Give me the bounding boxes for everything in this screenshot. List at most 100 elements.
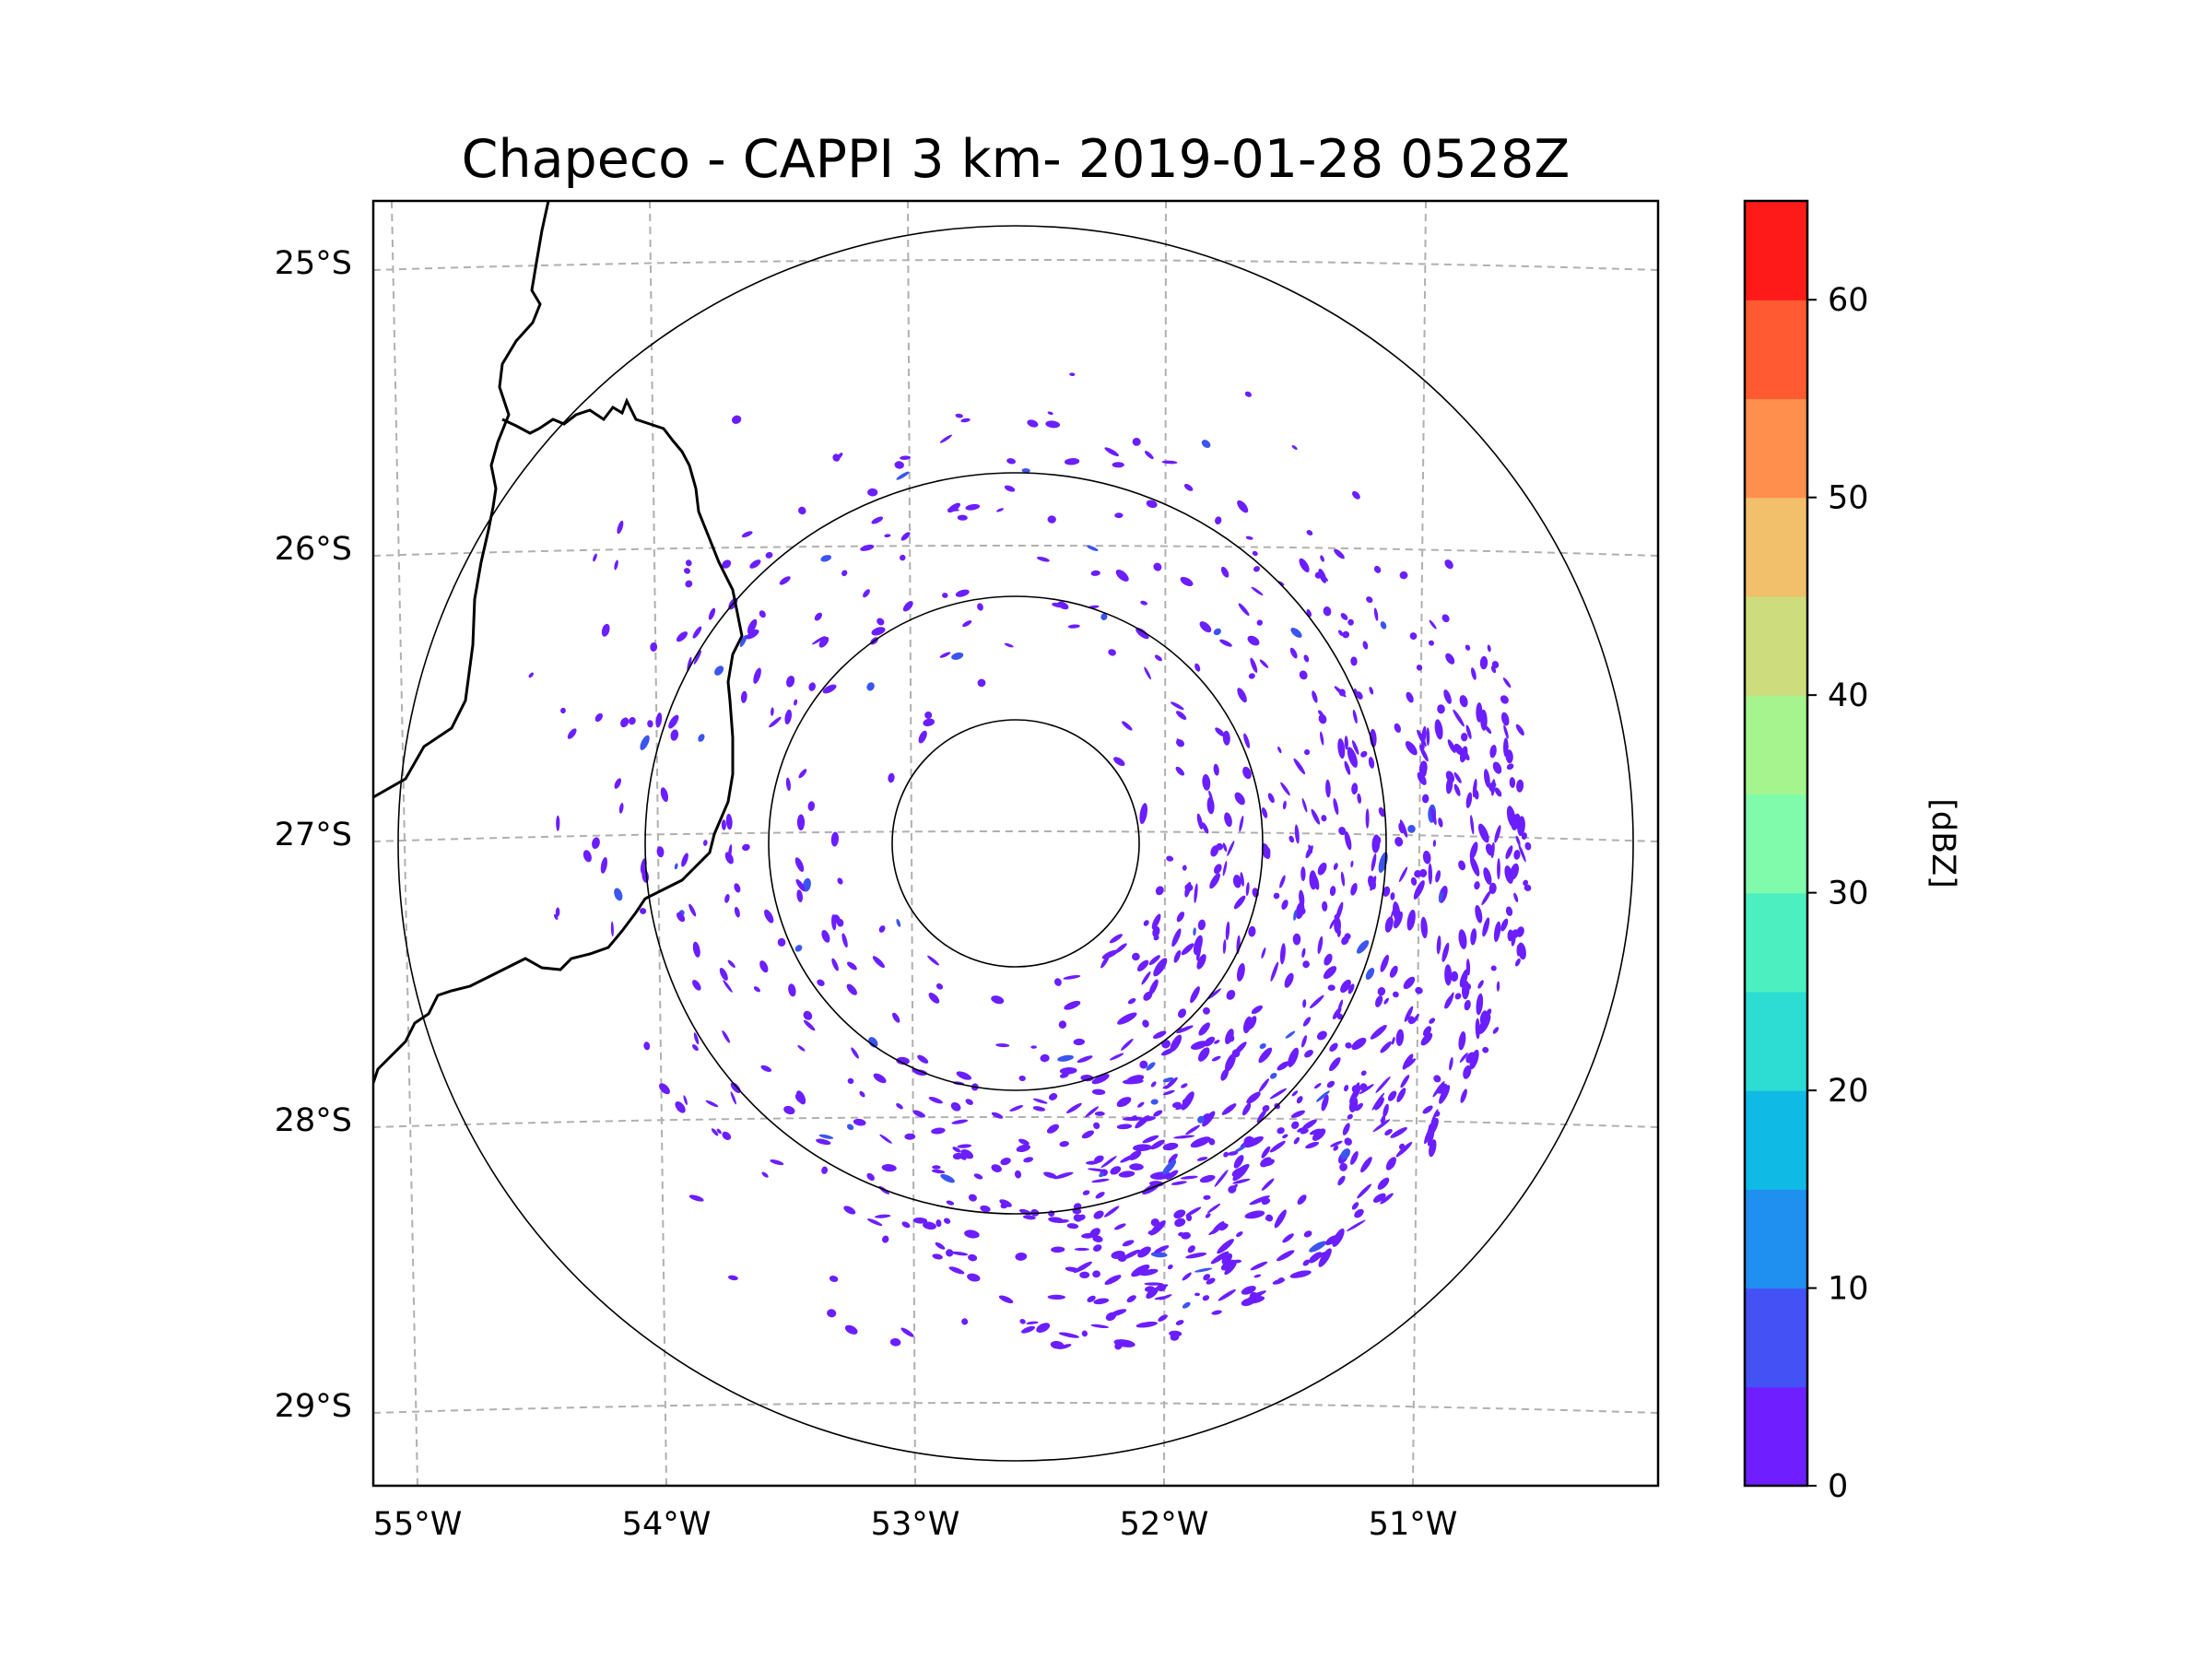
echo-cell	[1371, 1092, 1385, 1111]
echo-cell	[1030, 1045, 1037, 1049]
echo-cell	[818, 1134, 834, 1139]
echo-cell	[1446, 992, 1454, 1008]
echo-cell	[873, 1073, 887, 1084]
echo-cell	[1366, 596, 1373, 604]
echo-cell	[1385, 1157, 1396, 1171]
echo-cell	[794, 699, 798, 706]
echo-cell	[1454, 993, 1462, 1000]
echo-cell	[1126, 1295, 1136, 1303]
echo-cell	[1406, 909, 1416, 931]
echo-cell	[1503, 743, 1509, 749]
echo-cell	[1309, 1128, 1322, 1135]
echo-cell	[939, 652, 951, 658]
echo-cell	[1399, 571, 1408, 580]
echo-cell	[747, 618, 758, 634]
colorbar-tick-label: 30	[1828, 876, 1869, 912]
echo-cell	[1092, 1235, 1103, 1243]
echo-cell	[1507, 929, 1514, 942]
echo-cell	[1459, 695, 1468, 708]
colorbar-bin	[1745, 398, 1807, 499]
echo-cell	[896, 471, 910, 480]
echo-cell	[1244, 1135, 1264, 1148]
echo-cell	[1180, 1175, 1198, 1180]
echo-cell	[1095, 1192, 1105, 1199]
echo-cell	[1382, 1103, 1389, 1118]
echo-cell	[1435, 870, 1441, 883]
radar-echoes	[528, 372, 1532, 1350]
echo-cell	[1131, 1115, 1137, 1120]
echo-cell	[1384, 916, 1394, 933]
echo-cell	[1301, 1035, 1307, 1048]
echo-cell	[957, 1144, 972, 1148]
echo-cell	[1347, 1113, 1353, 1120]
echo-cell	[1291, 1090, 1299, 1097]
echo-cell	[955, 413, 963, 418]
echo-cell	[1516, 926, 1524, 937]
echo-cell	[1213, 763, 1219, 776]
lon-label-51w: 51°W	[1369, 1506, 1458, 1543]
echo-cell	[1355, 1102, 1364, 1112]
echo-cell	[1067, 624, 1080, 629]
echo-cell	[783, 1105, 795, 1115]
lat-label-26s: 26°S	[275, 531, 352, 568]
echo-cell	[1143, 920, 1149, 926]
echo-cell	[1334, 686, 1347, 698]
echo-cell	[1515, 724, 1524, 736]
echo-cell	[1426, 727, 1430, 747]
echo-cell	[1318, 569, 1327, 583]
echo-cell	[1099, 1172, 1104, 1178]
lon-label-52w: 52°W	[1120, 1506, 1209, 1543]
echo-cell	[1337, 738, 1346, 759]
echo-cell	[940, 1173, 955, 1183]
echo-cell	[1438, 818, 1443, 828]
lat-label-25s: 25°S	[275, 245, 352, 282]
echo-cell	[853, 1118, 866, 1126]
echo-cell	[1310, 994, 1324, 1009]
echo-cell	[931, 1127, 946, 1135]
echo-cell	[1513, 850, 1521, 860]
echo-cell	[1458, 860, 1466, 871]
echo-cell	[1344, 735, 1348, 750]
echo-cell	[1513, 892, 1519, 902]
echo-cell	[1128, 1150, 1142, 1160]
echo-cell	[1190, 1041, 1208, 1050]
echo-cell	[1214, 1040, 1220, 1044]
echo-cell	[1481, 889, 1491, 906]
echo-cell	[1279, 943, 1286, 965]
echo-cell	[1270, 961, 1279, 982]
echo-cell	[1173, 1135, 1195, 1139]
echo-cell	[1093, 1298, 1110, 1305]
echo-cell	[1437, 704, 1445, 714]
echo-cell	[1215, 516, 1222, 525]
echo-cell	[912, 1217, 928, 1224]
echo-cell	[1420, 1032, 1433, 1046]
echo-cell	[798, 506, 806, 515]
echo-cell	[1109, 934, 1123, 944]
lon-label-54w: 54°W	[622, 1506, 712, 1543]
echo-cell	[1506, 763, 1514, 771]
echo-cell	[1004, 642, 1014, 648]
echo-cell	[1463, 968, 1470, 978]
echo-cell	[1332, 1228, 1345, 1247]
colorbar-bin	[1745, 201, 1807, 300]
echo-cell	[1474, 881, 1480, 890]
echo-cell	[1063, 975, 1081, 980]
echo-cell	[1144, 1282, 1164, 1286]
echo-cell	[1509, 777, 1516, 788]
echo-cell	[863, 589, 870, 598]
echo-cell	[725, 813, 733, 830]
echo-cell	[1350, 1150, 1359, 1165]
echo-cell	[1410, 877, 1418, 886]
echo-cell	[1476, 702, 1483, 723]
echo-cell	[1167, 1265, 1173, 1270]
echo-cell	[836, 453, 843, 460]
echo-cell	[871, 516, 884, 524]
echo-cell	[1258, 1047, 1273, 1064]
echo-cell	[1043, 1171, 1057, 1179]
echo-cell	[1315, 1090, 1330, 1102]
echo-cell	[676, 631, 688, 642]
echo-cell	[1365, 967, 1375, 981]
echo-cell	[1469, 841, 1478, 860]
echo-cell	[1065, 1266, 1080, 1273]
echo-cell	[1433, 1075, 1441, 1083]
